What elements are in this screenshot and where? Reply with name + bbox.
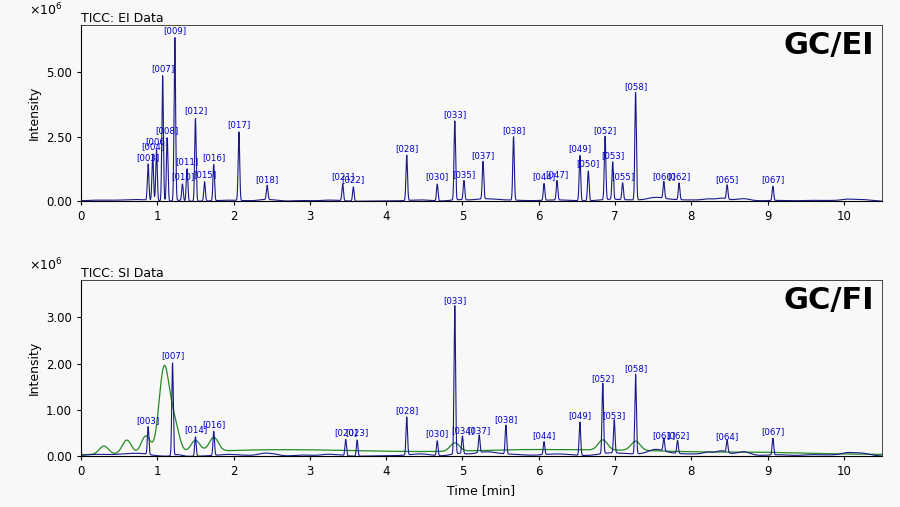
- Text: [060]: [060]: [652, 172, 675, 182]
- Text: [011]: [011]: [176, 157, 199, 166]
- Text: [015]: [015]: [193, 170, 216, 178]
- Text: [010]: [010]: [171, 172, 194, 182]
- Text: [020]: [020]: [334, 428, 357, 437]
- Text: [007]: [007]: [161, 351, 184, 360]
- Text: [016]: [016]: [202, 420, 225, 429]
- Text: [022]: [022]: [342, 175, 365, 184]
- Text: [049]: [049]: [568, 411, 591, 420]
- Text: TICC: EI Data: TICC: EI Data: [81, 12, 164, 25]
- Text: [017]: [017]: [228, 121, 250, 129]
- Text: [030]: [030]: [426, 172, 449, 182]
- Text: [052]: [052]: [591, 374, 615, 383]
- Text: [062]: [062]: [666, 431, 689, 440]
- Text: [009]: [009]: [163, 26, 186, 35]
- Text: [028]: [028]: [395, 406, 419, 415]
- Text: [052]: [052]: [593, 126, 616, 135]
- Text: [008]: [008]: [156, 126, 179, 135]
- Text: [049]: [049]: [568, 144, 591, 153]
- Text: [023]: [023]: [346, 428, 369, 437]
- Text: [062]: [062]: [668, 172, 690, 182]
- Text: [016]: [016]: [202, 153, 225, 162]
- Text: [018]: [018]: [256, 175, 279, 184]
- Text: [021]: [021]: [331, 172, 355, 182]
- Text: [037]: [037]: [468, 426, 490, 436]
- Text: [038]: [038]: [494, 415, 518, 424]
- Y-axis label: Intensity: Intensity: [27, 86, 40, 140]
- Text: $\times 10^6$: $\times 10^6$: [29, 257, 62, 273]
- Text: TICC: SI Data: TICC: SI Data: [81, 267, 164, 280]
- Text: [003]: [003]: [137, 153, 160, 162]
- X-axis label: Time [min]: Time [min]: [447, 484, 516, 497]
- Text: [065]: [065]: [716, 175, 739, 184]
- Text: [007]: [007]: [151, 63, 175, 73]
- Text: [035]: [035]: [453, 170, 475, 178]
- Text: [055]: [055]: [611, 172, 634, 182]
- Text: [030]: [030]: [426, 429, 449, 439]
- Text: [058]: [058]: [624, 82, 647, 91]
- Text: [004]: [004]: [141, 142, 165, 152]
- Text: [067]: [067]: [761, 175, 785, 184]
- Text: [033]: [033]: [443, 110, 466, 119]
- Text: [014]: [014]: [184, 425, 207, 433]
- Text: [058]: [058]: [624, 365, 647, 374]
- Text: [028]: [028]: [395, 144, 419, 153]
- Text: [044]: [044]: [533, 172, 555, 182]
- Text: [053]: [053]: [603, 411, 625, 420]
- Text: $\times 10^6$: $\times 10^6$: [29, 2, 62, 18]
- Text: [050]: [050]: [577, 159, 600, 168]
- Text: [064]: [064]: [716, 432, 739, 441]
- Text: [067]: [067]: [761, 427, 785, 437]
- Text: [044]: [044]: [533, 431, 555, 440]
- Text: [006]: [006]: [145, 137, 168, 147]
- Text: [053]: [053]: [601, 152, 625, 161]
- Text: GC/FI: GC/FI: [783, 285, 874, 315]
- Text: [047]: [047]: [545, 170, 569, 178]
- Text: [037]: [037]: [472, 152, 495, 161]
- Text: [012]: [012]: [184, 106, 207, 115]
- Text: [003]: [003]: [137, 416, 160, 425]
- Y-axis label: Intensity: Intensity: [27, 341, 40, 395]
- Text: [061]: [061]: [652, 431, 675, 440]
- Text: [034]: [034]: [451, 426, 474, 436]
- Text: GC/EI: GC/EI: [783, 30, 874, 60]
- Text: [038]: [038]: [502, 126, 526, 135]
- Text: [033]: [033]: [443, 296, 466, 305]
